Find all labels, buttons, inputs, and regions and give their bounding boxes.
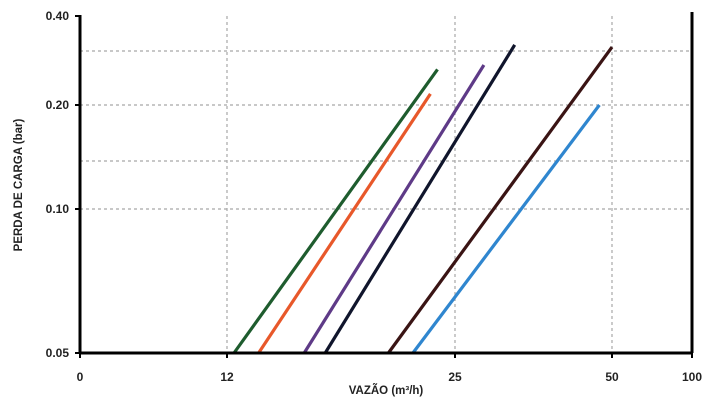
y-tick-label: 0.05: [46, 346, 70, 360]
axes: [75, 12, 694, 358]
tick-labels: 0 12 25 50 100 0.05 0.10 0.20 0.40: [46, 9, 703, 384]
y-tick-label: 0.20: [46, 98, 70, 112]
x-tick-label: 25: [448, 370, 462, 384]
y-axis-label: PERDA DE CARGA (bar): [13, 118, 25, 251]
grid: [80, 16, 692, 353]
series-lines: [232, 44, 614, 354]
series-line-5: [387, 46, 614, 354]
y-tick-label: 0.10: [46, 202, 70, 216]
x-tick-label: 50: [605, 370, 619, 384]
x-tick-label: 100: [682, 370, 702, 384]
x-axis-label: VAZÃO (m³/h): [349, 384, 424, 397]
series-line-3: [302, 64, 486, 354]
x-tick-label: 12: [220, 370, 234, 384]
series-line-1: [232, 68, 439, 354]
x-tick-label: 0: [77, 370, 84, 384]
series-line-4: [323, 44, 517, 354]
y-tick-label: 0.40: [46, 9, 70, 23]
series-line-6: [411, 104, 601, 354]
series-line-2: [257, 93, 432, 354]
